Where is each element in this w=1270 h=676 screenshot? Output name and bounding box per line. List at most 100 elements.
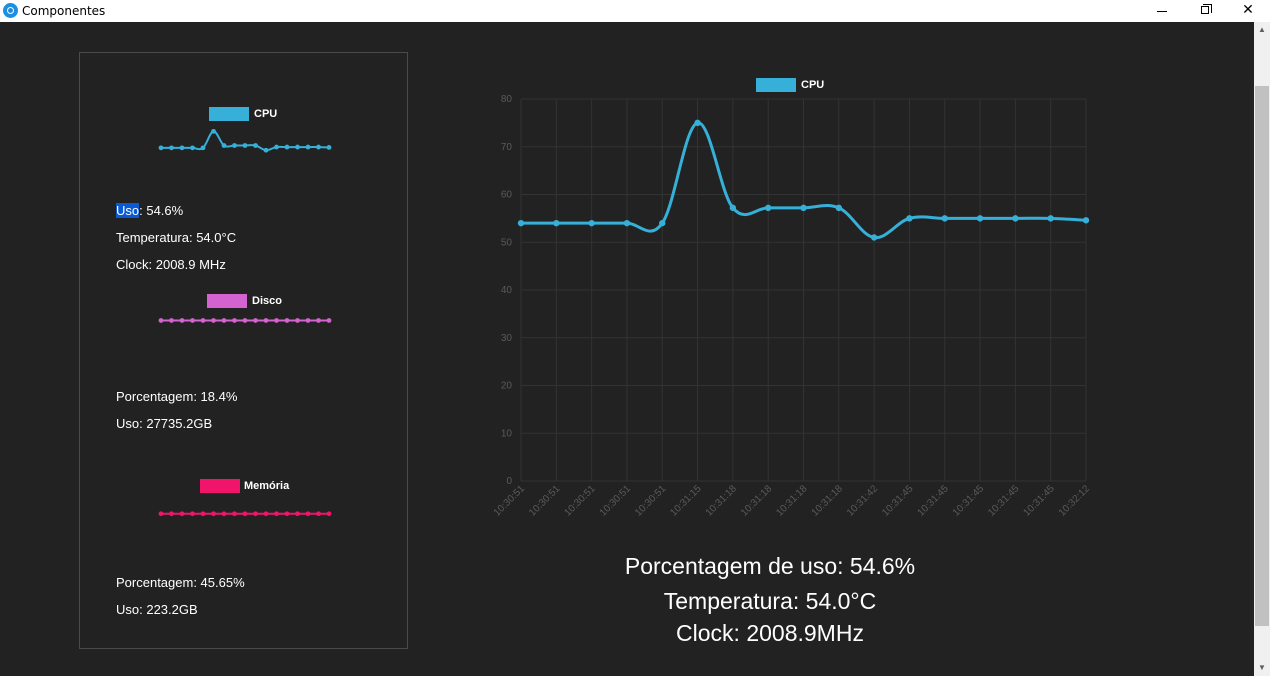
- data-point: [906, 215, 913, 222]
- memory-spark-point: [253, 511, 258, 517]
- memory-spark-point: [179, 511, 185, 517]
- main-temperature-text: Temperatura: 54.0°C: [663, 588, 877, 614]
- restore-icon: [1201, 4, 1212, 14]
- components-sidebar: CPU Uso: 54.6% Temperatura: 54.0°C Clock…: [79, 52, 408, 649]
- data-point: [729, 204, 737, 212]
- memory-spark-point: [284, 511, 290, 517]
- x-tick-label: 10:31:18: [739, 483, 775, 519]
- data-point: [870, 234, 878, 241]
- disk-spark-point: [200, 318, 206, 323]
- cpu-spark-point: [169, 145, 174, 151]
- scroll-down-arrow-icon[interactable]: ▼: [1258, 663, 1266, 672]
- x-tick-label: 10:31:42: [845, 483, 881, 519]
- memory-spark-point: [274, 511, 279, 517]
- series-line: [521, 121, 1087, 239]
- minimize-icon: [1157, 11, 1167, 12]
- app-icon: [3, 3, 18, 18]
- x-tick-label: 10:31:18: [774, 483, 810, 519]
- disk-spark-point: [274, 318, 279, 323]
- y-tick-label: 80: [501, 94, 513, 105]
- disk-percentage-stat: Porcentagem: 18.4%: [116, 389, 238, 404]
- cpu-sparkline: [158, 128, 332, 153]
- memory-spark-point: [200, 511, 206, 517]
- cpu-spark-point: [179, 145, 185, 151]
- memory-use-stat: Uso: 223.2GB: [116, 602, 198, 617]
- disk-spark-point: [316, 318, 321, 323]
- data-point: [553, 219, 560, 227]
- memory-spark-point: [316, 511, 321, 517]
- x-tick-label: 10:31:45: [880, 483, 916, 519]
- cpu-spark-point: [211, 128, 216, 134]
- data-point: [1082, 217, 1090, 224]
- restore-button[interactable]: [1183, 0, 1227, 22]
- data-point: [517, 219, 525, 227]
- data-point: [659, 219, 666, 227]
- x-tick-label: 10:30:51: [633, 483, 669, 519]
- memory-spark-point: [221, 511, 227, 517]
- x-tick-label: 10:31:45: [1021, 483, 1057, 519]
- cpu-spark-point: [200, 145, 206, 151]
- memory-spark-point: [242, 511, 248, 517]
- data-point: [976, 215, 984, 222]
- disk-sparkline: [158, 318, 332, 323]
- memory-spark-point: [326, 511, 332, 517]
- x-tick-label: 10:31:15: [668, 483, 704, 519]
- cpu-spark-point: [295, 144, 300, 150]
- disk-spark-point: [232, 318, 237, 323]
- disk-legend-swatch: [207, 294, 247, 308]
- cpu-spark-point: [232, 143, 237, 148]
- disk-use-stat: Uso: 27735.2GB: [116, 416, 213, 431]
- cpu-spark-point: [263, 147, 269, 153]
- disk-spark-point: [305, 318, 311, 323]
- memory-spark-point: [305, 511, 311, 517]
- minimize-button[interactable]: [1140, 0, 1184, 22]
- data-point: [764, 204, 772, 212]
- cpu-spark-point: [253, 143, 258, 148]
- data-point: [1047, 215, 1054, 222]
- memory-spark-point: [190, 511, 195, 517]
- disk-spark-point: [295, 318, 300, 323]
- cpu-spark-point: [158, 145, 164, 151]
- x-tick-label: 10:30:51: [562, 483, 598, 519]
- y-tick-label: 60: [501, 190, 513, 201]
- disk-legend-label: Disco: [252, 295, 282, 307]
- cpu-temperature-stat: Temperatura: 54.0°C: [116, 230, 237, 245]
- scroll-thumb[interactable]: [1255, 86, 1269, 626]
- cpu-spark-point: [274, 144, 279, 150]
- window-title: Componentes: [22, 4, 106, 18]
- cpu-spark-point: [242, 143, 248, 148]
- data-point: [835, 204, 843, 212]
- cpu-legend-swatch: [209, 107, 249, 121]
- cpu-legend-label: CPU: [254, 108, 278, 120]
- memory-mini-chart: Memória: [155, 479, 335, 519]
- main-clock-text: Clock: 2008.9MHz: [676, 620, 864, 646]
- title-bar: Componentes ✕: [0, 0, 1270, 22]
- cpu-spark-point: [190, 145, 195, 151]
- legend-swatch: [756, 78, 796, 92]
- close-button[interactable]: ✕: [1226, 0, 1270, 22]
- cpu-mini-legend: CPU: [155, 105, 335, 125]
- memory-legend-label: Memória: [244, 480, 290, 492]
- x-tick-label: 10:30:51: [527, 483, 563, 519]
- cpu-spark-point: [326, 144, 332, 150]
- data-point: [588, 219, 595, 227]
- x-tick-label: 10:32:12: [1057, 483, 1093, 519]
- memory-spark-point: [232, 511, 237, 517]
- cpu-spark-point: [316, 144, 321, 150]
- vertical-scrollbar[interactable]: ▲ ▼: [1254, 22, 1270, 676]
- disk-spark-point: [253, 318, 258, 323]
- x-tick-label: 10:31:18: [810, 483, 846, 519]
- memory-spark-point: [158, 511, 164, 517]
- memory-spark-point: [211, 511, 216, 517]
- x-tick-label: 10:31:45: [951, 483, 987, 519]
- cpu-use-value: : 54.6%: [139, 203, 184, 218]
- scroll-up-arrow-icon[interactable]: ▲: [1258, 25, 1266, 34]
- x-tick-label: 10:31:45: [916, 483, 952, 519]
- y-tick-label: 20: [501, 381, 513, 392]
- disk-spark-point: [221, 318, 227, 323]
- memory-sparkline: [158, 511, 332, 517]
- data-point: [800, 204, 807, 212]
- disk-spark-point: [158, 318, 164, 323]
- cpu-spark-point: [305, 144, 311, 150]
- memory-percentage-stat: Porcentagem: 45.65%: [116, 575, 245, 590]
